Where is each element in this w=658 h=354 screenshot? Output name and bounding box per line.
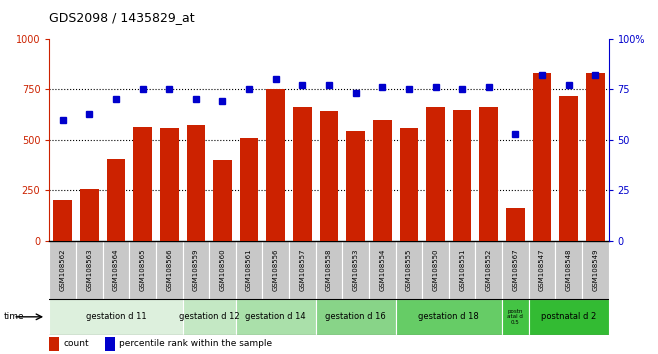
Bar bbox=[156, 241, 182, 299]
Bar bbox=[236, 299, 316, 335]
Bar bbox=[422, 241, 449, 299]
Text: postn
atal d
0.5: postn atal d 0.5 bbox=[507, 309, 523, 325]
Bar bbox=[49, 299, 182, 335]
Bar bbox=[502, 299, 529, 335]
Text: GSM108556: GSM108556 bbox=[272, 249, 279, 291]
Bar bbox=[502, 241, 529, 299]
Bar bbox=[76, 241, 103, 299]
Bar bbox=[240, 138, 259, 241]
Bar bbox=[395, 241, 422, 299]
Bar bbox=[533, 73, 551, 241]
Bar bbox=[529, 299, 609, 335]
Bar bbox=[266, 89, 285, 241]
Text: GSM108557: GSM108557 bbox=[299, 249, 305, 291]
Bar bbox=[453, 110, 472, 241]
Bar bbox=[506, 209, 524, 241]
Text: GSM108547: GSM108547 bbox=[539, 249, 545, 291]
Bar bbox=[289, 241, 316, 299]
Text: GSM108550: GSM108550 bbox=[432, 249, 438, 291]
Bar bbox=[586, 73, 605, 241]
Text: GSM108561: GSM108561 bbox=[246, 249, 252, 291]
Bar bbox=[369, 241, 395, 299]
Bar bbox=[426, 107, 445, 241]
Text: gestation d 14: gestation d 14 bbox=[245, 312, 306, 321]
Text: gestation d 11: gestation d 11 bbox=[86, 312, 146, 321]
Bar bbox=[342, 241, 369, 299]
Bar bbox=[160, 128, 178, 241]
Text: GSM108548: GSM108548 bbox=[566, 249, 572, 291]
Bar bbox=[263, 241, 289, 299]
Bar bbox=[320, 110, 338, 241]
Bar bbox=[582, 241, 609, 299]
Bar bbox=[395, 299, 502, 335]
Text: GSM108554: GSM108554 bbox=[379, 249, 386, 291]
Text: GSM108555: GSM108555 bbox=[406, 249, 412, 291]
Bar bbox=[316, 299, 395, 335]
Text: GSM108564: GSM108564 bbox=[113, 249, 119, 291]
Text: GSM108563: GSM108563 bbox=[86, 249, 92, 291]
Bar bbox=[399, 128, 418, 241]
Text: GSM108549: GSM108549 bbox=[592, 249, 598, 291]
Bar bbox=[449, 241, 476, 299]
Bar bbox=[80, 189, 99, 241]
Bar bbox=[105, 337, 115, 351]
Bar bbox=[555, 241, 582, 299]
Text: time: time bbox=[3, 312, 24, 321]
Text: count: count bbox=[63, 339, 89, 348]
Text: GSM108560: GSM108560 bbox=[220, 249, 226, 291]
Text: GSM108566: GSM108566 bbox=[166, 249, 172, 291]
Text: GSM108562: GSM108562 bbox=[60, 249, 66, 291]
Bar bbox=[182, 299, 236, 335]
Bar bbox=[49, 241, 76, 299]
Bar bbox=[236, 241, 263, 299]
Text: GSM108558: GSM108558 bbox=[326, 249, 332, 291]
Bar bbox=[316, 241, 342, 299]
Text: GSM108552: GSM108552 bbox=[486, 249, 492, 291]
Bar bbox=[293, 107, 312, 241]
Text: GDS2098 / 1435829_at: GDS2098 / 1435829_at bbox=[49, 11, 195, 24]
Bar bbox=[373, 120, 392, 241]
Bar bbox=[53, 200, 72, 241]
Bar bbox=[49, 337, 59, 351]
Bar bbox=[559, 96, 578, 241]
Text: GSM108567: GSM108567 bbox=[513, 249, 519, 291]
Text: postnatal d 2: postnatal d 2 bbox=[541, 312, 596, 321]
Text: percentile rank within the sample: percentile rank within the sample bbox=[119, 339, 272, 348]
Bar bbox=[480, 107, 498, 241]
Bar bbox=[103, 241, 129, 299]
Bar bbox=[476, 241, 502, 299]
Text: gestation d 12: gestation d 12 bbox=[179, 312, 240, 321]
Bar bbox=[209, 241, 236, 299]
Bar bbox=[529, 241, 555, 299]
Bar bbox=[133, 127, 152, 241]
Text: GSM108559: GSM108559 bbox=[193, 249, 199, 291]
Text: GSM108553: GSM108553 bbox=[353, 249, 359, 291]
Bar bbox=[182, 241, 209, 299]
Bar bbox=[186, 125, 205, 241]
Bar bbox=[213, 160, 232, 241]
Text: gestation d 16: gestation d 16 bbox=[325, 312, 386, 321]
Bar bbox=[346, 131, 365, 241]
Bar bbox=[129, 241, 156, 299]
Text: GSM108565: GSM108565 bbox=[139, 249, 145, 291]
Text: gestation d 18: gestation d 18 bbox=[418, 312, 479, 321]
Bar bbox=[107, 159, 125, 241]
Text: GSM108551: GSM108551 bbox=[459, 249, 465, 291]
